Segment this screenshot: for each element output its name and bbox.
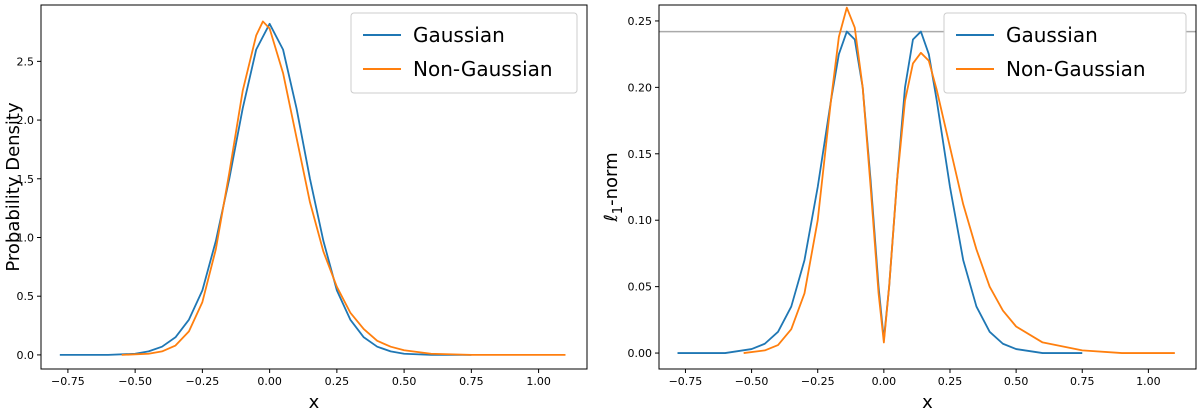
density-chart: −0.75 −0.50 −0.25 0.00 0.25 0.50 0.75 1.00 0.0 0.…: [3, 4, 588, 411]
x-tick-label: 0.25: [938, 375, 963, 388]
x-tick-label: −0.25: [186, 375, 220, 388]
legend-label: Non-Gaussian: [413, 57, 553, 81]
plot-frame: [40, 4, 588, 370]
y-tick-label: 0.25: [628, 15, 653, 28]
x-tick-label: 0.00: [872, 375, 897, 388]
x-tick-label: 0.25: [325, 375, 350, 388]
x-tick-label: −0.50: [118, 375, 152, 388]
y-axis-label: ℓ1-norm: [601, 152, 626, 222]
x-tick-label: 0.75: [459, 375, 484, 388]
x-tick-label: 0.50: [392, 375, 417, 388]
legend-label: Gaussian: [1006, 23, 1098, 47]
x-tick-label: 1.00: [1136, 375, 1161, 388]
y-tick-label: 1.0: [17, 231, 35, 244]
x-tick-label: −0.25: [801, 375, 835, 388]
y-tick-label: 0.05: [628, 281, 653, 294]
y-tick-label: 0.0: [17, 349, 35, 362]
x-axis-label: x: [922, 392, 933, 411]
y-axis-label: Probability Density: [3, 102, 24, 272]
x-axis-label: x: [309, 392, 320, 411]
y-tick-label: 0.5: [17, 290, 35, 303]
x-tick-label: 0.50: [1004, 375, 1029, 388]
legend: Gaussian Non-Gaussian: [350, 12, 578, 94]
x-tick-label: −0.75: [51, 375, 85, 388]
y-tick-label: 1.5: [17, 173, 35, 186]
y-tick-label: 2.5: [17, 55, 35, 68]
l1-norm-chart: −0.75 −0.50 −0.25 0.00 0.25 0.50 0.75 1.00 0.00 0…: [601, 4, 1197, 411]
legend: Gaussian Non-Gaussian: [943, 12, 1187, 94]
plot-frame: [658, 4, 1197, 370]
y-tick-label: 0.15: [628, 148, 653, 161]
x-tick-label: 0.00: [257, 375, 282, 388]
legend-label: Non-Gaussian: [1006, 57, 1146, 81]
x-tick-label: −0.50: [735, 375, 769, 388]
y-tick-label: 0.00: [628, 347, 653, 360]
series-line-non-gaussian: [743, 6, 1175, 354]
y-tick-label: 2.0: [17, 114, 35, 127]
x-tick-label: 0.75: [1070, 375, 1095, 388]
y-tick-label: 0.20: [628, 81, 653, 94]
legend-label: Gaussian: [413, 23, 505, 47]
y-tick-label: 0.10: [628, 214, 653, 227]
series-line-gaussian: [59, 22, 472, 356]
x-tick-label: 1.00: [526, 375, 551, 388]
x-tick-label: −0.75: [669, 375, 703, 388]
series-line-non-gaussian: [121, 20, 566, 356]
